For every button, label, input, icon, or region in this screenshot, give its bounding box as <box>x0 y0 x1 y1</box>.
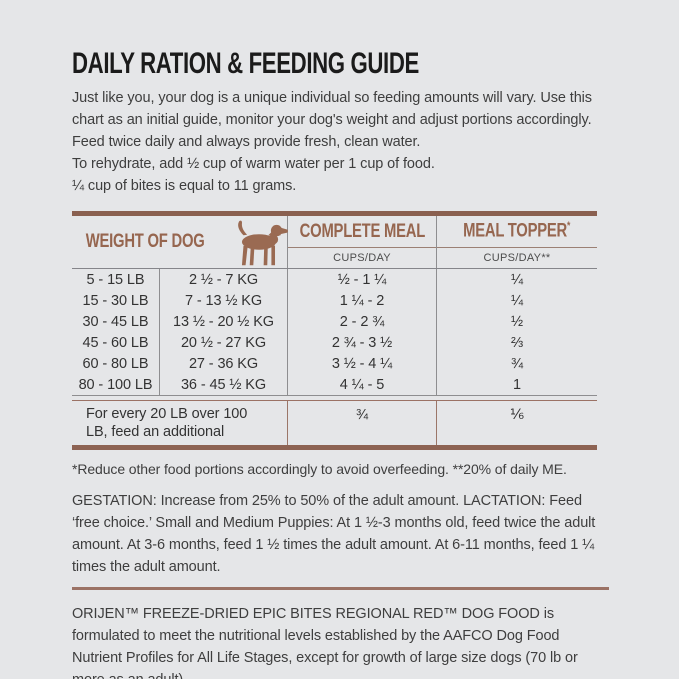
cell-kg: 20 ½ - 27 KG <box>160 332 288 353</box>
table-header: WEIGHT OF DOG <box>72 216 597 268</box>
cell-kg: 27 - 36 KG <box>160 353 288 374</box>
table-bottom-rule <box>72 445 597 450</box>
cell-lb: 5 - 15 LB <box>72 269 160 290</box>
cell-kg: 13 ½ - 20 ½ KG <box>160 311 288 332</box>
cell-meal: 2 - 2 ¾ <box>288 311 437 332</box>
meal-topper-asterisk: * <box>567 220 571 233</box>
meal-topper-subheader: CUPS/DAY** <box>483 252 551 264</box>
cell-topper: ½ <box>511 313 523 330</box>
table-top-rule <box>72 211 597 216</box>
cell-meal: 2 ¾ - 3 ½ <box>288 332 437 353</box>
feeding-table: WEIGHT OF DOG <box>72 211 597 450</box>
table-row: 80 - 100 LB 36 - 45 ½ KG 4 ¼ - 5 1 <box>72 374 597 395</box>
dog-icon <box>228 219 290 267</box>
meal-topper-label: MEAL TOPPER* <box>463 220 571 242</box>
extra-row-topper-value: ⅙ <box>509 407 525 423</box>
cell-lb: 15 - 30 LB <box>72 290 160 311</box>
extra-row-label: For every 20 LB over 100 LB, feed an add… <box>72 401 288 445</box>
meal-topper-column-header: MEAL TOPPER* CUPS/DAY** <box>437 216 597 268</box>
cell-topper: ¼ <box>511 292 523 309</box>
feeding-rows: 5 - 15 LB 2 ½ - 7 KG ½ - 1 ¼ ¼ 15 - 30 LB 7 -… <box>72 269 597 396</box>
extra-row-meal-value: ¾ <box>288 401 437 445</box>
cell-meal: 3 ½ - 4 ¼ <box>288 353 437 374</box>
table-row: 15 - 30 LB 7 - 13 ½ KG 1 ¼ - 2 ¼ <box>72 290 597 311</box>
life-stage-note: GESTATION: Increase from 25% to 50% of t… <box>72 493 596 575</box>
table-footnote: *Reduce other food portions accordingly … <box>72 461 567 477</box>
content-area: DAILY RATION & FEEDING GUIDE Just like y… <box>72 48 609 679</box>
cell-kg: 7 - 13 ½ KG <box>160 290 288 311</box>
intro-text: Just like you, your dog is a unique indi… <box>72 90 592 150</box>
cell-lb: 30 - 45 LB <box>72 311 160 332</box>
rehydrate-note: To rehydrate, add ½ cup of warm water pe… <box>72 156 435 172</box>
cell-meal: 1 ¼ - 2 <box>288 290 437 311</box>
table-row: 30 - 45 LB 13 ½ - 20 ½ KG 2 - 2 ¾ ½ <box>72 311 597 332</box>
cell-lb: 45 - 60 LB <box>72 332 160 353</box>
section-divider <box>72 587 609 590</box>
aafco-statement: ORIJEN™ FREEZE-DRIED EPIC BITES REGIONAL… <box>72 606 578 679</box>
complete-meal-subheader: CUPS/DAY <box>333 252 391 264</box>
complete-meal-label: COMPLETE MEAL <box>299 220 425 242</box>
table-row: 45 - 60 LB 20 ½ - 27 KG 2 ¾ - 3 ½ ⅔ <box>72 332 597 353</box>
cell-lb: 80 - 100 LB <box>72 374 160 395</box>
weight-of-dog-header: WEIGHT OF DOG <box>72 216 288 268</box>
page-title: DAILY RATION & FEEDING GUIDE <box>72 47 419 80</box>
cell-lb: 60 - 80 LB <box>72 353 160 374</box>
complete-meal-column-header: COMPLETE MEAL CUPS/DAY <box>288 216 437 268</box>
cell-topper: ⅔ <box>511 334 523 351</box>
header-bottom-rule <box>72 268 597 269</box>
table-row: 5 - 15 LB 2 ½ - 7 KG ½ - 1 ¼ ¼ <box>72 269 597 290</box>
bites-note: ¼ cup of bites is equal to 11 grams. <box>72 178 297 194</box>
table-footer-row: For every 20 LB over 100 LB, feed an add… <box>72 400 597 445</box>
cell-kg: 2 ½ - 7 KG <box>160 269 288 290</box>
cell-meal: 4 ¼ - 5 <box>288 374 437 395</box>
table-row: 60 - 80 LB 27 - 36 KG 3 ½ - 4 ¼ ¾ <box>72 353 597 374</box>
cell-topper: 1 <box>513 376 521 393</box>
weight-of-dog-label: WEIGHT OF DOG <box>86 231 205 252</box>
cell-meal: ½ - 1 ¼ <box>288 269 437 290</box>
cell-topper: ¼ <box>511 271 523 288</box>
cell-topper: ¾ <box>511 355 523 372</box>
cell-kg: 36 - 45 ½ KG <box>160 374 288 395</box>
